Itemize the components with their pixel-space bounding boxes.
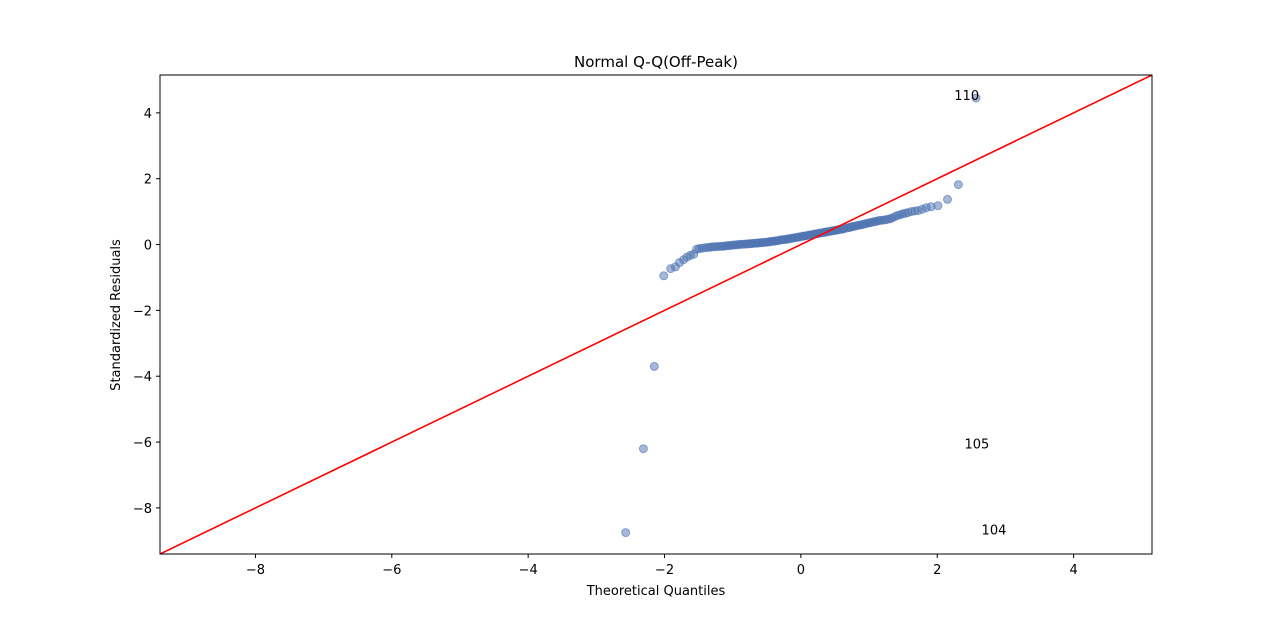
chart-title: Normal Q-Q(Off-Peak) <box>574 53 738 71</box>
x-axis: −8 −6 −4 −2 0 2 4 <box>246 554 1078 578</box>
x-tick-label: 0 <box>797 563 805 578</box>
y-axis: −8 −6 −4 −2 0 2 4 <box>133 107 160 517</box>
x-tick-label: −4 <box>519 563 538 578</box>
axes-frame <box>159 74 1153 555</box>
y-tick-label: 2 <box>144 173 152 188</box>
y-tick-label: 0 <box>144 239 152 254</box>
data-point <box>971 93 981 103</box>
data-point <box>638 444 648 454</box>
y-tick-label: −6 <box>133 436 152 451</box>
y-tick-label: −4 <box>133 370 152 385</box>
point-annotations: 110 105 104 <box>954 89 1006 539</box>
reference-line <box>160 75 1152 554</box>
data-point <box>649 361 659 371</box>
x-tick-label: 4 <box>1069 563 1077 578</box>
x-tick-label: −6 <box>382 563 401 578</box>
point-annotation: 110 <box>954 89 979 104</box>
plot-area <box>160 75 1152 554</box>
data-point <box>621 528 631 538</box>
data-point <box>659 271 669 281</box>
data-point <box>943 194 952 204</box>
point-annotation: 104 <box>982 523 1007 538</box>
data-point <box>953 180 963 190</box>
x-tick-label: −8 <box>246 563 265 578</box>
y-tick-label: −2 <box>133 304 152 319</box>
x-tick-label: −2 <box>655 563 674 578</box>
point-annotation: 105 <box>965 438 990 453</box>
x-axis-label: Theoretical Quantiles <box>586 584 726 599</box>
data-point <box>933 201 943 211</box>
y-tick-label: 4 <box>144 107 152 122</box>
y-axis-label: Standardized Residuals <box>109 239 124 391</box>
x-tick-label: 2 <box>933 563 941 578</box>
y-tick-label: −8 <box>133 502 152 517</box>
